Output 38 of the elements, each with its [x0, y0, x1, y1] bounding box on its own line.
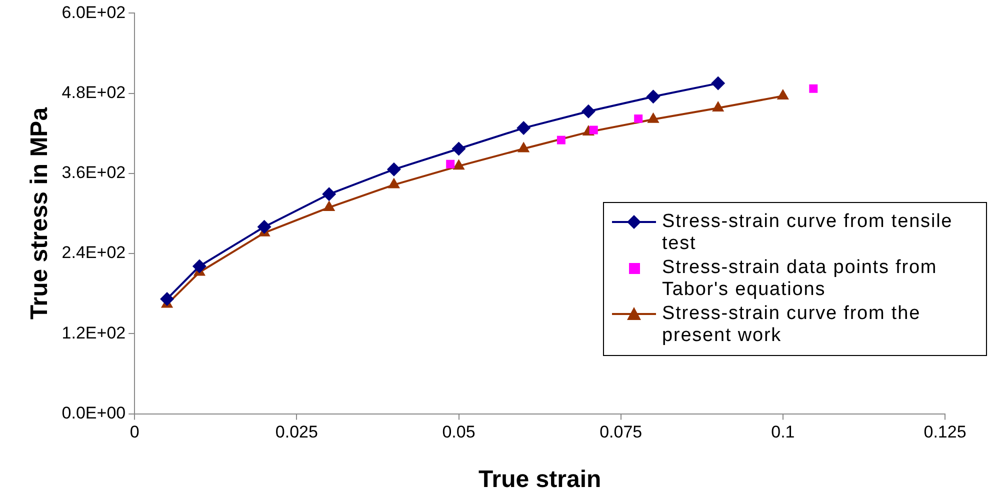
point: [323, 200, 336, 211]
point: [388, 178, 400, 188]
point: [646, 90, 660, 104]
point: [634, 114, 643, 123]
x-tick-label: 0.075: [600, 422, 642, 442]
y-tick-label: 3.6E+02: [62, 163, 126, 182]
point: [192, 259, 206, 274]
x-tick-label: 0.025: [275, 422, 318, 442]
point: [452, 159, 465, 170]
legend-label: Stress-strain curve from tensile test: [662, 211, 954, 255]
point: [711, 76, 726, 90]
x-tick-label: 0: [130, 422, 140, 442]
x-tick-label: 0.1: [771, 422, 795, 442]
point: [160, 292, 174, 306]
y-tick-label: 4.8E+02: [62, 83, 126, 102]
y-tick-label: 0.0E+00: [62, 403, 126, 422]
point: [257, 220, 272, 234]
y-tick-label: 1.2E+02: [62, 323, 126, 342]
y-tick-label: 2.4E+02: [62, 243, 126, 262]
x-tick-label: 0.125: [924, 422, 966, 442]
point: [452, 142, 466, 156]
point: [518, 142, 530, 152]
point: [386, 162, 401, 176]
x-axis-title: True strain: [478, 466, 602, 494]
legend-label: Stress-strain curve from the present work: [662, 303, 922, 347]
point: [446, 160, 455, 168]
point: [809, 84, 818, 93]
point: [647, 112, 660, 123]
point: [712, 101, 724, 112]
point: [322, 187, 336, 202]
point: [556, 136, 566, 144]
legend-label: Stress-strain data points from Tabor's equations: [662, 257, 938, 301]
y-axis-title: True stress in MPa: [26, 106, 54, 320]
y-tick-label: 6.0E+02: [62, 2, 126, 22]
point: [516, 121, 531, 136]
point: [581, 104, 596, 118]
x-tick-label: 0.05: [442, 422, 476, 442]
point: [589, 126, 598, 134]
